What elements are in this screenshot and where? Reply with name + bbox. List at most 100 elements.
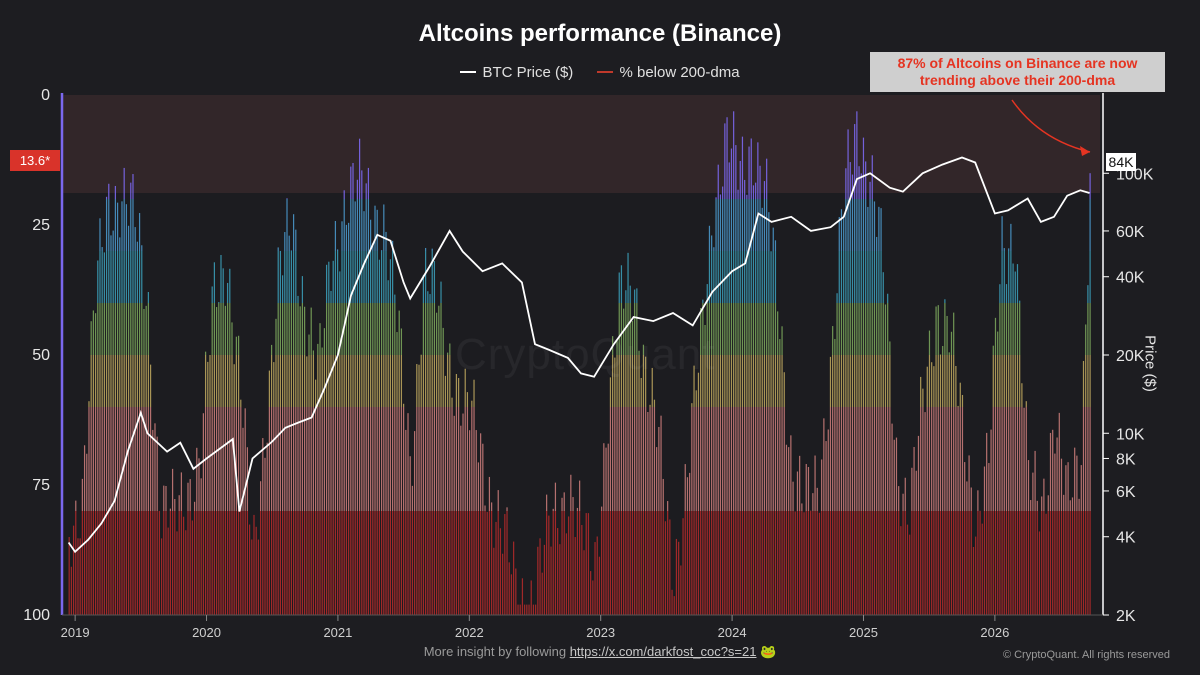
pct-bar-segment [570,474,572,511]
pct-bar-segment [634,289,636,303]
pct-bar-segment [288,511,290,615]
pct-bar-segment [297,303,299,355]
left-tick-label: 50 [32,347,50,364]
pct-bar-segment [937,305,939,355]
pct-bar-segment [213,407,215,511]
pct-bar-segment [620,407,623,511]
pct-bar-segment [123,167,125,199]
pct-bar-segment [924,412,926,511]
pct-bar-segment [418,511,420,615]
pct-bar-segment [345,511,348,615]
pct-bar-segment [453,415,455,511]
pct-bar-segment [367,167,370,199]
pct-bar-segment [799,511,801,615]
pct-bar-segment [341,355,343,407]
pct-bar-segment [878,251,880,303]
pct-bar-segment [499,528,502,615]
pct-bar-segment [735,511,737,615]
pct-bar-segment [292,511,295,615]
pct-bar-segment [108,199,110,251]
pct-bar-segment [895,437,898,511]
footer-link[interactable]: https://x.com/darkfost_coc?s=21 [569,644,757,659]
pct-bar-segment [147,292,149,303]
pct-bar-segment [876,511,878,615]
pct-bar-segment [367,511,370,615]
pct-bar-segment [997,331,999,355]
pct-bar-segment [950,355,953,407]
pct-bar-segment [209,355,211,407]
footer: More insight by following https://x.com/… [0,644,1200,660]
pct-bar-segment [924,511,926,615]
pct-bar-segment [1025,407,1027,511]
pct-bar-segment [1021,407,1023,511]
pct-bar-segment [1087,511,1089,615]
pct-bar-segment [856,199,858,251]
pct-bar-segment [865,251,867,303]
pct-bar-segment [640,377,642,407]
pct-bar-segment [708,225,711,251]
pct-bar-segment [554,482,557,511]
pct-bar-segment [1074,447,1076,511]
pct-bar-segment [843,303,845,355]
pct-bar-segment [365,303,367,355]
pct-bar-segment [370,511,372,615]
pct-bar-segment [631,407,634,511]
pct-bar-segment [97,303,99,355]
pct-bar-segment [772,303,774,355]
pct-bar-segment [944,407,946,511]
pct-bar-segment [123,355,125,407]
pct-bar-segment [75,500,77,511]
pct-bar-segment [953,511,955,615]
pct-bar-segment [508,562,510,615]
pct-bar-segment [361,251,363,303]
pct-bar-segment [361,407,363,511]
pct-bar-segment [768,303,770,355]
pct-bar-segment [823,418,825,511]
pct-bar-segment [728,162,730,199]
pct-bar-segment [763,303,766,355]
pct-bar-segment [125,303,127,355]
pct-bar-segment [625,511,627,615]
pct-bar-segment [858,199,860,251]
legend-item-btc[interactable]: BTC Price ($) [460,64,573,81]
pct-bar-segment [1060,458,1063,511]
pct-bar-segment [429,511,431,615]
pct-bar-segment [127,303,130,355]
pct-bar-segment [768,407,770,511]
pct-bar-segment [231,355,233,407]
pct-bar-segment [697,407,700,511]
pct-bar-segment [116,251,119,303]
pct-bar-segment [1036,500,1038,511]
pct-bar-segment [215,355,218,407]
pct-bar-segment [838,251,840,303]
pct-bar-segment [792,481,794,511]
pct-bar-segment [488,476,491,511]
pct-bar-segment [862,511,865,615]
pct-bar-segment [242,511,244,615]
pct-bar-segment [334,355,337,407]
pct-bar-segment [119,407,121,511]
pct-bar-segment [774,240,777,251]
pct-bar-segment [777,311,779,355]
pct-bar-segment [878,407,880,511]
pct-bar-segment [755,251,757,303]
legend-item-pct[interactable]: % below 200-dma [597,64,740,81]
pct-bar-segment [343,199,345,251]
pct-bar-segment [160,538,163,615]
pct-bar-segment [917,435,920,511]
pct-bar-segment [189,479,191,511]
pct-bar-segment [1019,303,1021,355]
pct-bar-segment [383,511,385,615]
pct-bar-segment [103,252,105,303]
pct-bar-segment [755,355,757,407]
pct-bar-segment [119,251,121,303]
pct-bar-segment [946,407,948,511]
pct-bar-segment [851,407,854,511]
pct-bar-segment [105,511,108,615]
pct-bar-segment [312,350,315,355]
pct-bar-segment [475,430,477,511]
pct-bar-segment [418,364,420,407]
pct-bar-segment [116,511,119,615]
pct-bar-segment [365,511,367,615]
